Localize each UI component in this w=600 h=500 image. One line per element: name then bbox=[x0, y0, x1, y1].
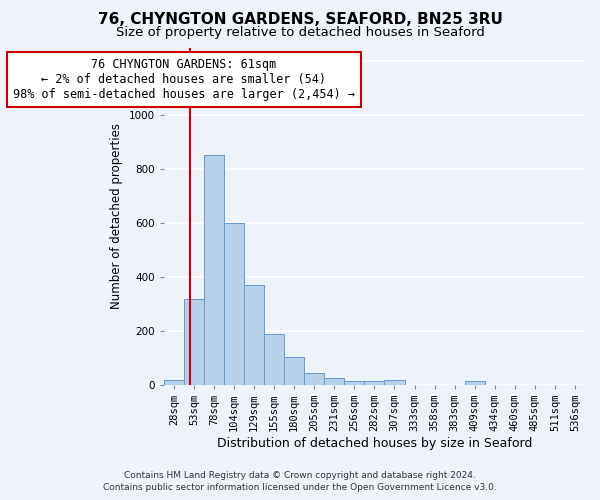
Text: Contains HM Land Registry data © Crown copyright and database right 2024.
Contai: Contains HM Land Registry data © Crown c… bbox=[103, 471, 497, 492]
Bar bbox=[324, 378, 344, 385]
Text: 76, CHYNGTON GARDENS, SEAFORD, BN25 3RU: 76, CHYNGTON GARDENS, SEAFORD, BN25 3RU bbox=[98, 12, 502, 26]
Bar bbox=[244, 285, 264, 385]
Y-axis label: Number of detached properties: Number of detached properties bbox=[110, 123, 123, 309]
Bar bbox=[385, 380, 404, 385]
Bar bbox=[464, 381, 485, 385]
Bar bbox=[164, 380, 184, 385]
Bar bbox=[304, 373, 324, 385]
Bar bbox=[284, 356, 304, 385]
Bar bbox=[184, 298, 204, 385]
Bar bbox=[204, 156, 224, 385]
Bar bbox=[364, 381, 385, 385]
Bar bbox=[344, 381, 364, 385]
Bar bbox=[224, 223, 244, 385]
X-axis label: Distribution of detached houses by size in Seaford: Distribution of detached houses by size … bbox=[217, 437, 532, 450]
Text: 76 CHYNGTON GARDENS: 61sqm
← 2% of detached houses are smaller (54)
98% of semi-: 76 CHYNGTON GARDENS: 61sqm ← 2% of detac… bbox=[13, 58, 355, 102]
Bar bbox=[264, 334, 284, 385]
Text: Size of property relative to detached houses in Seaford: Size of property relative to detached ho… bbox=[116, 26, 484, 39]
